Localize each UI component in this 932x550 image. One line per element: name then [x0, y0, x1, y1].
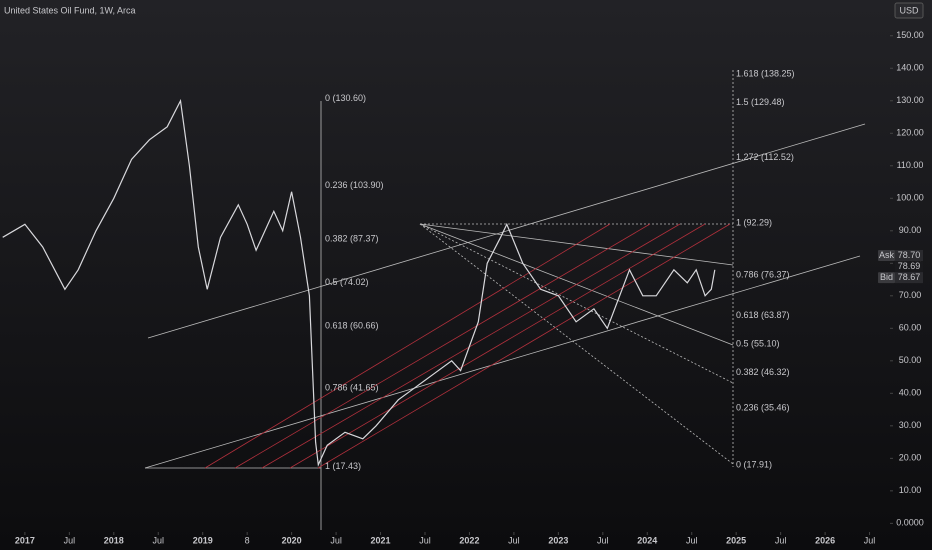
x-tick-label: Jul	[864, 535, 876, 545]
y-tick-label: 50.00	[899, 355, 922, 365]
currency[interactable]: USD	[899, 5, 919, 15]
fib-level-label: 0.618 (60.66)	[325, 321, 379, 331]
y-tick-label: 30.00	[899, 420, 922, 430]
trendline	[147, 123, 866, 339]
y-tick-label: 90.00	[899, 225, 922, 235]
channel-line	[317, 223, 731, 469]
fib-level-label: 0.618 (63.87)	[736, 310, 790, 320]
x-tick-label: 2020	[282, 535, 302, 545]
x-tick-label: 2025	[726, 535, 746, 545]
x-tick-label: Jul	[597, 535, 609, 545]
x-tick-label: 2017	[15, 535, 35, 545]
quote-value: 78.67	[898, 272, 921, 282]
x-tick-label: Jul	[508, 535, 520, 545]
x-tick-label: Jul	[686, 535, 698, 545]
quote-box	[895, 261, 923, 273]
fib-level-label: 1.618 (138.25)	[736, 68, 795, 78]
fib-level-label: 0 (17.91)	[736, 460, 772, 470]
x-tick-label: 2026	[815, 535, 835, 545]
x-tick-label: 2021	[371, 535, 391, 545]
x-tick-label: 2019	[193, 535, 213, 545]
quote-tag-label: Bid	[880, 272, 893, 282]
x-tick-label: Jul	[775, 535, 787, 545]
y-tick-label: 40.00	[899, 388, 922, 398]
y-tick-label: 10.00	[899, 485, 922, 495]
quote-box	[895, 272, 923, 284]
y-tick-label: 60.00	[899, 323, 922, 333]
quote-value: 78.70	[898, 250, 921, 260]
fib-level-label: 0.236 (103.90)	[325, 180, 384, 190]
channel-line	[204, 223, 611, 469]
fib-level-label: 0.236 (35.46)	[736, 402, 790, 412]
y-tick-label: 120.00	[896, 128, 924, 138]
quote-tag	[878, 250, 895, 262]
quote-value: 78.69	[898, 261, 921, 271]
fib-level-label: 0.5 (55.10)	[736, 339, 780, 349]
x-tick-label: 8	[245, 535, 250, 545]
currency-box[interactable]	[894, 2, 924, 19]
y-tick-label: 130.00	[896, 95, 924, 105]
fib-level-label: 0.786 (41.65)	[325, 382, 379, 392]
x-tick-label: Jul	[419, 535, 431, 545]
x-tick-label: Jul	[153, 535, 165, 545]
fib-level-label: 1.272 (112.52)	[736, 152, 794, 162]
fib-level-label: 0.382 (46.32)	[736, 367, 790, 377]
channel-line	[261, 223, 681, 469]
fib-level-label: 0.5 (74.02)	[325, 277, 369, 287]
drawings	[144, 70, 866, 530]
fib-level-label: 0 (130.60)	[325, 93, 366, 103]
quote-box	[895, 250, 923, 262]
x-tick-label: 2023	[548, 535, 568, 545]
price-line	[2, 98, 716, 467]
fib-level-label: 1 (92.29)	[736, 218, 772, 228]
y-tick-label: 100.00	[896, 193, 924, 203]
x-tick-label: Jul	[330, 535, 342, 545]
x-tick-label: 2018	[104, 535, 124, 545]
fib-level-label: 1 (17.43)	[325, 461, 361, 471]
quote-tag-label: Ask	[879, 250, 895, 260]
channel-line	[289, 223, 706, 469]
fib-level-label: 1.5 (129.48)	[736, 97, 785, 107]
y-tick-label: 140.00	[896, 63, 924, 73]
x-tick-label: 2022	[459, 535, 479, 545]
fib-level-label: 0.382 (87.37)	[325, 234, 379, 244]
y-tick-label: 0.0000	[896, 518, 924, 528]
y-tick-label: 150.00	[896, 30, 924, 40]
x-tick-label: 2024	[637, 535, 657, 545]
y-tick-label: 20.00	[899, 453, 922, 463]
y-tick-label: 110.00	[897, 160, 924, 170]
fan-line	[419, 223, 734, 384]
fib-level-label: 0.786 (76.37)	[736, 269, 790, 279]
quote-tag	[878, 272, 895, 284]
chart-title: United States Oil Fund, 1W, Arca	[4, 5, 136, 15]
fan-line	[419, 223, 734, 465]
x-tick-label: Jul	[64, 535, 76, 545]
channel-line	[234, 223, 651, 469]
y-tick-label: 70.00	[899, 290, 922, 300]
